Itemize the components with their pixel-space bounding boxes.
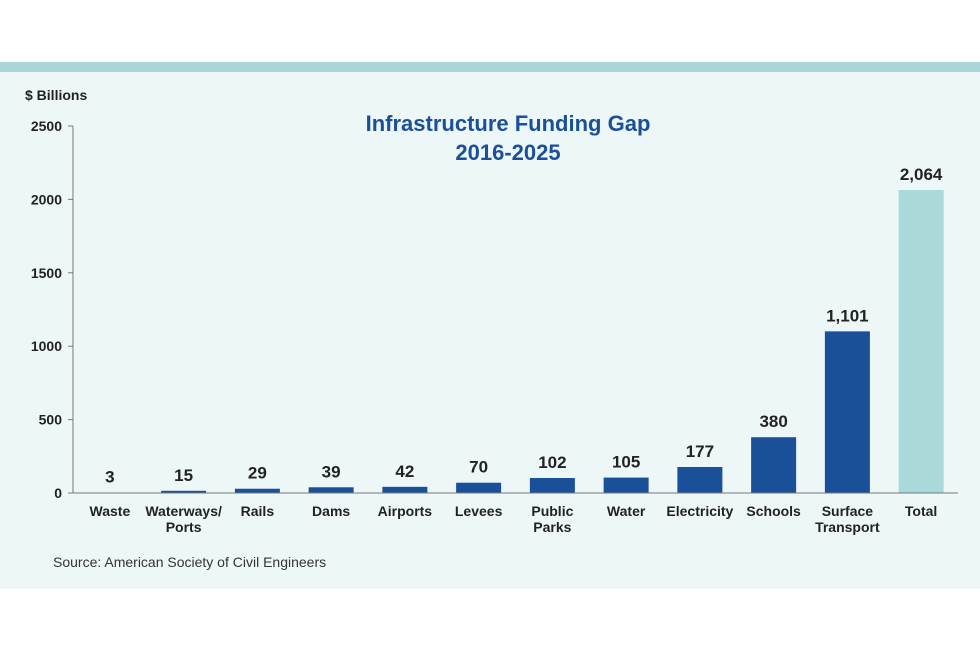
chart-title-line-1: Infrastructure Funding Gap — [366, 111, 651, 136]
bar — [603, 477, 649, 493]
bar-value-label: 102 — [538, 453, 566, 472]
category-label: Levees — [455, 503, 503, 519]
category-label: Water — [607, 503, 646, 519]
category-label: Waste — [90, 503, 131, 519]
bars: 3 15 29 39 42 70 102 105 177 380 1,101 2,064 — [87, 165, 944, 494]
bar — [234, 488, 280, 493]
bar — [751, 437, 797, 493]
y-tick-label: 2000 — [31, 191, 62, 207]
category-label: Dams — [312, 503, 350, 519]
bar-value-label: 42 — [395, 462, 414, 481]
category-label: Electricity — [666, 503, 733, 519]
bar-value-label: 29 — [248, 464, 267, 483]
bar — [382, 486, 428, 493]
source-note: Source: American Society of Civil Engine… — [53, 554, 326, 570]
bar — [529, 478, 575, 493]
bar — [161, 490, 207, 493]
bar — [456, 482, 502, 493]
bar-value-label: 39 — [322, 462, 341, 481]
bar — [898, 190, 944, 493]
bar-value-label: 70 — [469, 458, 488, 477]
bar — [824, 331, 870, 493]
bar-value-label: 2,064 — [900, 165, 943, 184]
y-tick-label: 1000 — [31, 338, 62, 354]
category-label: Public — [531, 503, 573, 519]
category-label: Transport — [815, 519, 880, 535]
category-label: Total — [905, 503, 937, 519]
bar — [677, 467, 723, 493]
y-tick-label: 2500 — [31, 118, 62, 134]
y-tick-label: 0 — [54, 485, 62, 501]
header-bar — [0, 62, 980, 72]
category-label: Schools — [746, 503, 801, 519]
bar-value-label: 177 — [686, 442, 714, 461]
x-axis: Waste Waterways/Ports Rails Dams Airports Lev… — [73, 492, 958, 535]
chart-title-line-2: 2016-2025 — [455, 140, 560, 165]
category-label: Airports — [378, 503, 433, 519]
category-label: Surface — [822, 503, 874, 519]
y-axis-unit-label: $ Billions — [25, 87, 87, 103]
bar-value-label: 1,101 — [826, 306, 869, 325]
y-tick-label: 1500 — [31, 265, 62, 281]
category-label: Parks — [533, 519, 571, 535]
bar-value-label: 15 — [174, 466, 193, 485]
category-label: Waterways/ — [145, 503, 222, 519]
bar-value-label: 380 — [759, 412, 787, 431]
chart-panel — [0, 62, 980, 589]
bar — [308, 487, 354, 493]
bar-value-label: 105 — [612, 453, 640, 472]
y-axis: 0 500 1000 1500 2000 2500 — [31, 118, 74, 501]
y-tick-label: 500 — [39, 412, 63, 428]
bar-value-label: 3 — [105, 468, 114, 487]
category-label: Ports — [166, 519, 202, 535]
category-label: Rails — [241, 503, 275, 519]
